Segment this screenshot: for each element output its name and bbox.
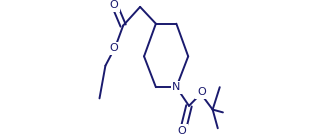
Text: O: O <box>109 43 118 53</box>
Text: N: N <box>172 82 181 92</box>
Text: O: O <box>109 0 118 10</box>
Text: O: O <box>178 126 186 136</box>
Text: O: O <box>197 87 206 97</box>
